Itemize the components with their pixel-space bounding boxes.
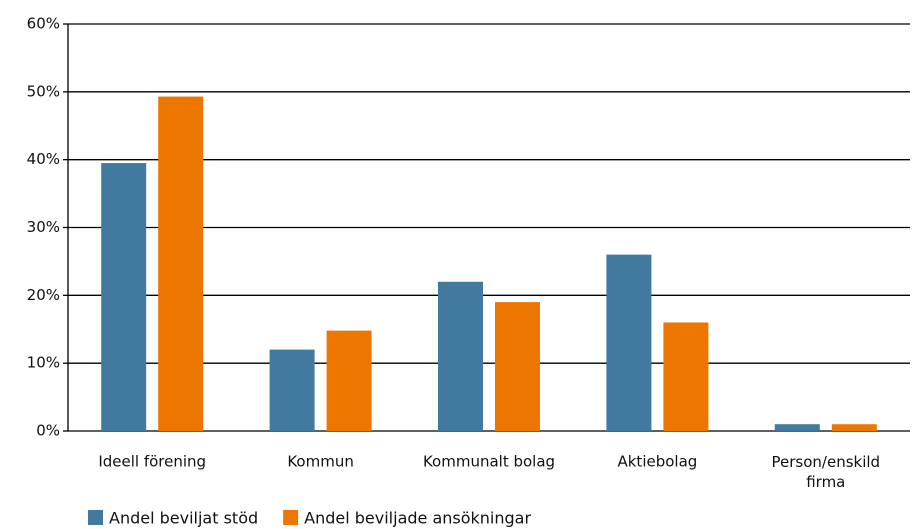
y-tick-label: 0%	[36, 422, 60, 440]
x-tick-label: Kommun	[287, 453, 354, 471]
y-tick-label: 60%	[27, 15, 60, 33]
legend-label: Andel beviljat stöd	[109, 509, 258, 528]
bar	[774, 424, 820, 431]
bar	[495, 302, 540, 431]
x-tick-label-line: firma	[806, 473, 845, 491]
bar	[663, 322, 709, 431]
bar	[831, 424, 877, 431]
x-tick-label: Ideell förening	[98, 453, 206, 471]
x-tick-label: Aktiebolag	[617, 453, 697, 471]
bar	[101, 163, 147, 431]
bar	[158, 96, 204, 431]
bar	[438, 281, 483, 431]
x-tick-label-line: Person/enskild	[772, 453, 881, 471]
y-tick-label: 30%	[27, 218, 60, 236]
x-tick-label: Person/enskild firma	[772, 453, 881, 491]
legend-swatch	[88, 510, 103, 525]
y-tick-label: 20%	[27, 286, 60, 304]
x-tick-label: Kommunalt bolag	[423, 453, 555, 471]
bar	[269, 349, 315, 431]
bar	[606, 254, 652, 431]
y-tick-label: 50%	[27, 82, 60, 100]
y-tick-label: 40%	[27, 150, 60, 168]
y-tick-label: 10%	[27, 354, 60, 372]
legend-label: Andel beviljade ansökningar	[304, 509, 531, 528]
bar	[326, 330, 372, 431]
legend-swatch	[283, 510, 299, 525]
